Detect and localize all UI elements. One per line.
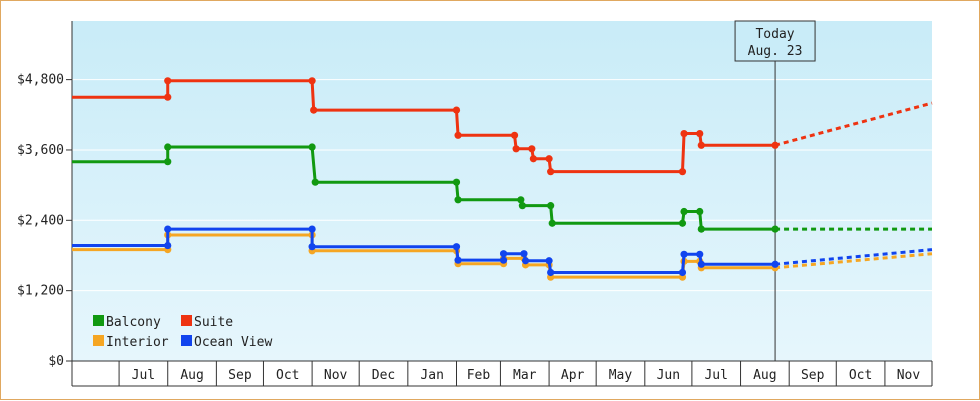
data-point bbox=[499, 256, 508, 264]
data-point bbox=[680, 207, 688, 216]
x-tick-label: Jun bbox=[657, 368, 680, 383]
data-point bbox=[520, 250, 528, 258]
legend: Balcony Suite Interior Ocean View bbox=[93, 315, 272, 350]
data-point bbox=[454, 256, 462, 264]
data-point bbox=[308, 77, 316, 85]
x-tick-label: Oct bbox=[276, 368, 299, 383]
data-point bbox=[164, 77, 172, 85]
data-point bbox=[308, 225, 316, 233]
x-tick-label: Sep bbox=[228, 368, 252, 383]
data-point bbox=[696, 250, 704, 258]
x-tick-label: Nov bbox=[897, 368, 921, 383]
series-lines bbox=[72, 77, 933, 281]
data-point bbox=[545, 257, 553, 265]
data-point bbox=[771, 141, 779, 149]
data-point bbox=[164, 143, 172, 151]
legend-label: Balcony bbox=[106, 315, 161, 330]
series-projection bbox=[774, 101, 933, 147]
x-tick-label: Dec bbox=[372, 368, 395, 383]
data-point bbox=[697, 141, 705, 149]
today-date-label: Aug. 23 bbox=[748, 44, 803, 59]
legend-swatch bbox=[181, 315, 192, 326]
series-balcony bbox=[72, 143, 932, 233]
data-point bbox=[696, 207, 704, 216]
data-point bbox=[696, 129, 704, 138]
data-point bbox=[164, 241, 172, 250]
data-point bbox=[308, 143, 316, 151]
x-tick-label: Aug bbox=[753, 368, 776, 383]
data-point bbox=[548, 219, 556, 227]
x-tick-label: Jul bbox=[704, 368, 727, 383]
data-point bbox=[452, 178, 461, 186]
data-point bbox=[547, 168, 555, 176]
data-point bbox=[529, 155, 537, 163]
data-point bbox=[310, 106, 318, 114]
data-point bbox=[697, 260, 705, 268]
x-tick-label: Apr bbox=[561, 368, 585, 383]
data-point bbox=[547, 202, 555, 210]
legend-swatch bbox=[93, 315, 104, 326]
y-tick-label: $0 bbox=[48, 354, 64, 369]
data-point bbox=[452, 106, 461, 114]
legend-label: Ocean View bbox=[194, 335, 272, 350]
x-tick-label: Nov bbox=[324, 368, 348, 383]
plot-background bbox=[72, 21, 932, 361]
data-point bbox=[164, 93, 172, 101]
series-ocean-view bbox=[72, 225, 933, 277]
data-point bbox=[547, 268, 555, 277]
data-point bbox=[521, 257, 530, 265]
data-point bbox=[308, 243, 316, 251]
data-point bbox=[452, 243, 461, 251]
x-tick-label: Oct bbox=[849, 368, 872, 383]
today-marker: Today Aug. 23 bbox=[734, 20, 816, 361]
data-point bbox=[517, 196, 525, 204]
data-point bbox=[512, 145, 520, 153]
data-point bbox=[518, 202, 527, 210]
x-tick-label: Jan bbox=[420, 368, 443, 383]
y-tick-label: $4,800 bbox=[17, 73, 64, 88]
today-box bbox=[734, 20, 816, 62]
x-tick-label: May bbox=[609, 368, 633, 383]
x-tick-label: Jul bbox=[132, 368, 155, 383]
x-tick-label: Feb bbox=[467, 368, 491, 383]
data-point bbox=[510, 131, 519, 139]
data-point bbox=[311, 178, 319, 186]
data-point bbox=[545, 155, 553, 163]
legend-label: Interior bbox=[106, 335, 169, 350]
y-tick-label: $3,600 bbox=[17, 143, 64, 158]
x-tick-label: Mar bbox=[513, 368, 537, 383]
y-tick-label: $1,200 bbox=[17, 284, 64, 299]
data-point bbox=[680, 250, 688, 258]
data-point bbox=[454, 131, 462, 139]
data-point bbox=[678, 268, 687, 277]
data-point bbox=[528, 145, 536, 153]
series-suite bbox=[72, 77, 933, 176]
y-tick-label: $2,400 bbox=[17, 213, 64, 228]
data-point bbox=[164, 158, 172, 166]
legend-swatch bbox=[93, 335, 104, 346]
x-tick-label: Aug bbox=[180, 368, 203, 383]
data-point bbox=[680, 129, 688, 138]
data-point bbox=[771, 225, 779, 233]
data-point bbox=[697, 225, 705, 233]
x-tick-label: Sep bbox=[801, 368, 825, 383]
data-point bbox=[678, 168, 687, 176]
data-point bbox=[164, 225, 172, 233]
legend-swatch bbox=[181, 335, 192, 346]
axes: $0 $1,200 $2,400 $3,600 $4,800 Jul Aug Sep Oct No… bbox=[17, 21, 933, 387]
data-point bbox=[499, 250, 508, 258]
legend-label: Suite bbox=[194, 315, 233, 330]
data-point bbox=[454, 196, 462, 204]
today-label: Today bbox=[755, 27, 794, 42]
data-point bbox=[771, 260, 779, 268]
data-point bbox=[678, 219, 687, 227]
